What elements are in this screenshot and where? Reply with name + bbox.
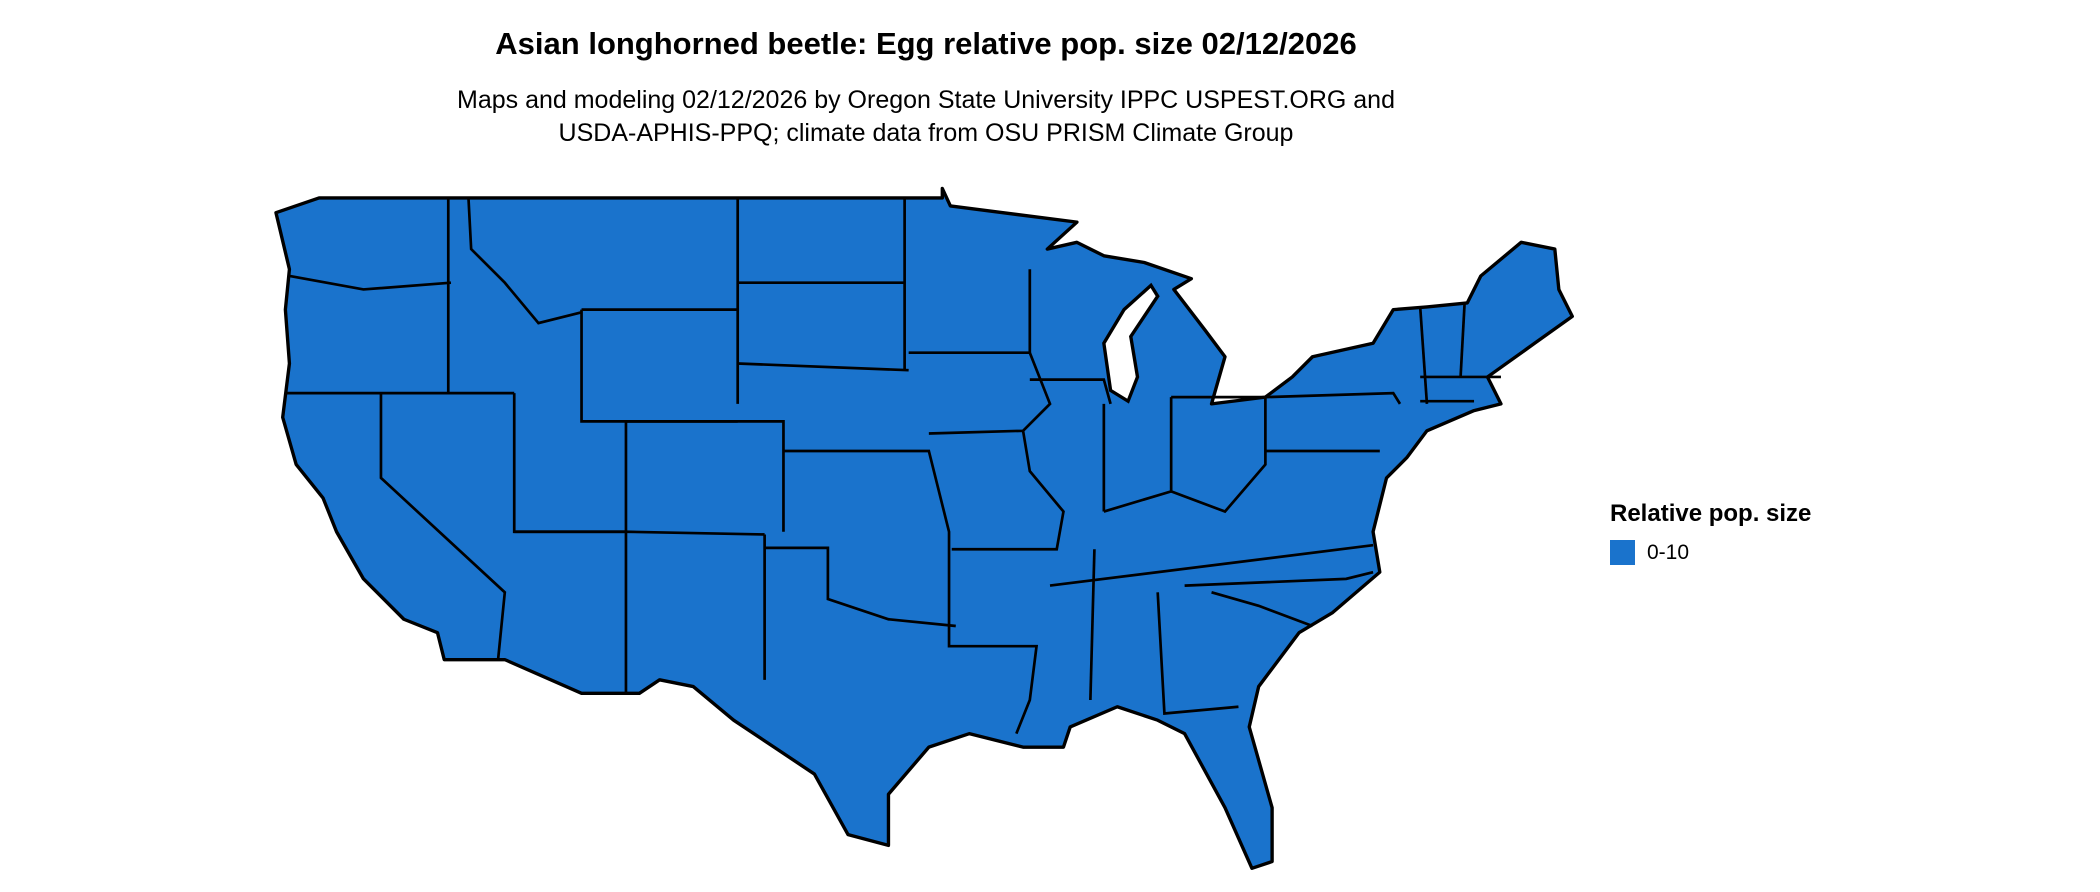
legend-label: 0-10: [1647, 540, 1690, 564]
legend-item: 0-10: [1610, 540, 1811, 565]
subtitle-line-1: Maps and modeling 02/12/2026 by Oregon S…: [457, 86, 1395, 114]
legend-swatch: [1610, 540, 1635, 565]
state-borders: [285, 197, 1501, 735]
state-border: [962, 644, 1039, 735]
state-border: [1418, 306, 1429, 404]
state-border: [1184, 570, 1374, 587]
map-subtitle: Maps and modeling 02/12/2026 by Oregon S…: [0, 84, 1852, 150]
state-border: [737, 362, 909, 372]
state-border: [951, 430, 1065, 551]
state-border: [1265, 391, 1402, 405]
state-border: [514, 530, 765, 536]
map-title: Asian longhorned beetle: Egg relative po…: [495, 26, 1357, 61]
state-border: [289, 274, 452, 291]
state-border: [379, 393, 507, 660]
state-border: [1049, 543, 1374, 587]
subtitle-line-2: USDA-APHIS-PPQ; climate data from OSU PR…: [558, 119, 1294, 147]
state-border: [764, 546, 956, 628]
legend: Relative pop. size 0-10: [1610, 500, 1811, 565]
state-border: [1029, 378, 1112, 405]
state-border: [625, 420, 785, 532]
legend-title: Relative pop. size: [1610, 500, 1812, 527]
state-border: [1211, 591, 1313, 628]
state-border: [1459, 302, 1466, 378]
lake-michigan: [1102, 282, 1160, 404]
state-border: [1156, 592, 1239, 715]
state-border: [783, 449, 963, 648]
state-border: [1089, 549, 1096, 701]
us-outline: [274, 186, 1574, 870]
state-border: [467, 197, 582, 325]
state-border: [1170, 395, 1267, 514]
state-border: [908, 351, 1052, 435]
